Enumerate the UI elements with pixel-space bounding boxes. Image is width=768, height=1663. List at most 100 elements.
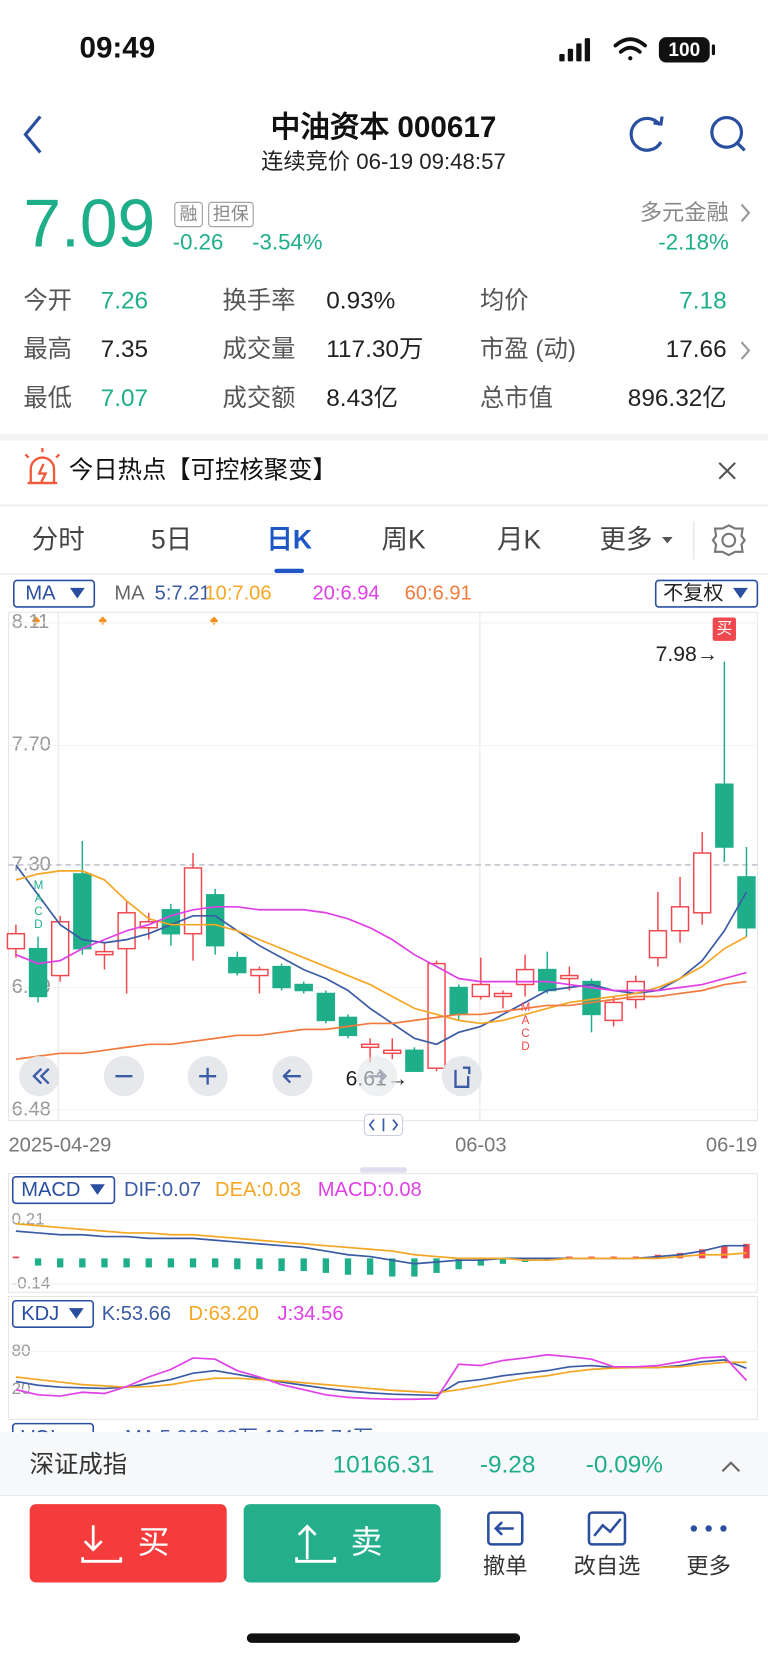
badge: 担保 <box>213 204 249 224</box>
zoom-controls <box>19 1056 482 1097</box>
y-tick-label: -0.14 <box>12 1273 51 1292</box>
candle-body <box>493 992 513 998</box>
hot-icon <box>24 448 61 485</box>
indicator-select[interactable] <box>11 1176 116 1205</box>
chevron <box>740 341 751 360</box>
adjust-label: 不复权 <box>663 582 723 605</box>
candle-body <box>228 956 247 974</box>
candle-body <box>95 950 114 956</box>
candle-body <box>28 947 48 998</box>
index-change-pct: -0.09% <box>586 1451 663 1478</box>
sell-icon <box>295 1524 337 1563</box>
legend-entry: 10:7.06 <box>204 583 271 605</box>
tab[interactable]: 月K <box>497 524 541 554</box>
search-button[interactable] <box>710 115 746 152</box>
sell-button[interactable] <box>243 1504 441 1583</box>
panel-splitter[interactable] <box>360 1167 407 1173</box>
ma-line <box>15 864 748 1046</box>
watchlist-icon <box>587 1511 627 1546</box>
candle-body <box>471 983 491 998</box>
stat-value: 7.07 <box>101 385 148 412</box>
stock-title: 中油资本 000617 <box>271 111 497 144</box>
tab[interactable]: 周K <box>382 524 426 554</box>
close-hot[interactable] <box>718 462 736 480</box>
candle-body <box>648 929 668 959</box>
toolbar: 撤单 改自选 更多 <box>483 1554 731 1579</box>
settings-button[interactable] <box>711 524 746 557</box>
macd-bar <box>699 1249 706 1259</box>
dropdown-caret <box>733 587 748 599</box>
legend-prefix: MA <box>114 583 145 605</box>
macd-bar <box>167 1258 175 1268</box>
panel-name: KDJ <box>21 1303 59 1325</box>
y-tick-label: 8.11 <box>12 611 50 633</box>
candle-body <box>604 1001 623 1022</box>
ma-line <box>15 980 747 1061</box>
legend-entry: 20:6.94 <box>313 583 380 605</box>
macd-bar <box>101 1258 108 1268</box>
more-icon <box>690 1525 727 1532</box>
legend-entry: DIF:0.07 <box>124 1179 201 1201</box>
adjust-select[interactable] <box>654 579 759 608</box>
macd-bar <box>743 1243 750 1259</box>
x-tick-label: 06-03 <box>455 1134 506 1156</box>
stat-value: 7.26 <box>101 287 148 314</box>
candle-body <box>294 983 313 992</box>
stat-value: 7.35 <box>101 336 148 363</box>
candle-body <box>383 1049 402 1055</box>
macd-bar <box>211 1258 219 1268</box>
tool-label[interactable]: 更多 <box>686 1554 730 1579</box>
x-tick-label: 06-19 <box>706 1134 757 1156</box>
stat-label: 总市值 <box>480 385 553 412</box>
tab[interactable]: 5日 <box>151 524 192 554</box>
period-tabs: 分时 5日 日K 周K 月K 更多 <box>32 524 653 574</box>
indicator-select[interactable] <box>13 579 96 608</box>
hot-topic[interactable]: 今日热点【可控核聚变】 <box>69 457 337 484</box>
stat-label: 均价 <box>480 287 529 314</box>
y-tick-label: 6.48 <box>12 1098 51 1120</box>
tab[interactable]: 更多 <box>600 524 653 554</box>
macd-bar <box>588 1256 595 1259</box>
refresh-button[interactable] <box>629 116 664 152</box>
legend-entry: D:63.20 <box>189 1303 259 1325</box>
legend-entry: 5:7.21 <box>155 583 211 605</box>
stat-label: 最低 <box>23 385 72 412</box>
badge: 融 <box>180 204 198 224</box>
macd-signal: MACD <box>32 879 45 931</box>
badge-box <box>208 201 254 228</box>
stat-value: 17.66 <box>666 336 727 363</box>
macd-bar <box>145 1258 152 1268</box>
back-button[interactable] <box>23 115 42 154</box>
candle-body <box>538 968 557 992</box>
tab[interactable]: 分时 <box>32 524 85 554</box>
separator <box>0 504 768 507</box>
candle-body <box>183 867 203 935</box>
candle-body <box>692 852 712 914</box>
macd-frame <box>7 1173 758 1293</box>
macd-bar <box>676 1252 684 1259</box>
chevron <box>740 203 751 223</box>
tab[interactable]: 日K <box>266 524 312 554</box>
candle-body <box>405 1049 424 1072</box>
sector-change: -2.18% <box>658 229 728 254</box>
tool-label[interactable]: 撤单 <box>483 1554 527 1579</box>
handle-icon <box>368 1118 399 1132</box>
y-tick-label: 7.30 <box>12 853 51 875</box>
stat-label: 成交量 <box>222 336 295 363</box>
buy-button[interactable] <box>29 1504 227 1583</box>
rotate[interactable] <box>441 1056 482 1097</box>
macd-bar <box>189 1258 197 1268</box>
indicator-select[interactable] <box>11 1299 95 1329</box>
wifi-icon <box>613 37 647 61</box>
index-name: 深证成指 <box>30 1451 127 1478</box>
index-bar[interactable] <box>0 1432 768 1496</box>
sector-name[interactable]: 多元金融 <box>640 200 729 225</box>
expand-caret[interactable] <box>721 1461 741 1473</box>
macd-bar <box>322 1258 330 1273</box>
macd-bar <box>566 1256 573 1259</box>
macd-bar <box>544 1258 551 1261</box>
candle-body <box>316 992 336 1022</box>
scroll-left[interactable] <box>19 1056 60 1097</box>
signal-icon <box>559 38 591 62</box>
tool-label[interactable]: 改自选 <box>574 1554 641 1579</box>
